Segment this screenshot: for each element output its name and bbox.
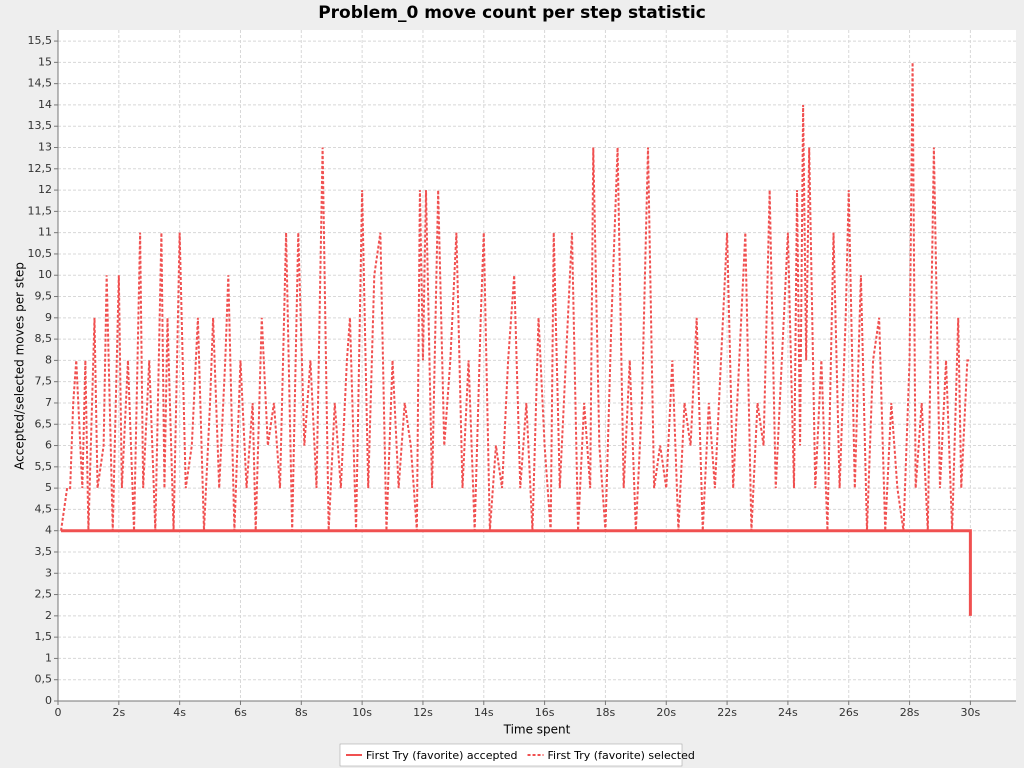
y-tick-label: 1 <box>45 651 52 664</box>
y-tick-label: 15 <box>38 55 52 68</box>
y-tick-label: 9,5 <box>35 290 53 303</box>
x-tick-label: 28s <box>900 706 920 719</box>
y-tick-label: 10 <box>38 268 52 281</box>
x-tick-label: 10s <box>352 706 372 719</box>
x-tick-label: 18s <box>596 706 616 719</box>
y-tick-label: 0,5 <box>35 673 53 686</box>
series-line <box>61 529 972 616</box>
x-tick-label: 24s <box>778 706 798 719</box>
y-tick-label: 13,5 <box>28 119 53 132</box>
y-tick-label: 12 <box>38 183 52 196</box>
x-tick-label: 0 <box>55 706 62 719</box>
x-tick-label: 2s <box>112 706 125 719</box>
x-tick-label: 20s <box>656 706 676 719</box>
marks <box>60 62 972 616</box>
x-tick-label: 6s <box>234 706 247 719</box>
y-tick-label: 3 <box>45 566 52 579</box>
x-tick-label: 8s <box>295 706 308 719</box>
x-tick-label: 30s <box>961 706 981 719</box>
series-line <box>60 62 971 531</box>
legend: First Try (favorite) accepted First Try (… <box>339 743 695 767</box>
y-tick-label: 7,5 <box>35 375 53 388</box>
legend-box <box>339 743 683 767</box>
y-tick-label: 5 <box>45 481 52 494</box>
y-tick-label: 10,5 <box>28 247 53 260</box>
y-tick-label: 4 <box>45 524 52 537</box>
y-tick-label: 7 <box>45 396 52 409</box>
y-tick-label: 0 <box>45 694 52 707</box>
legend-label: First Try (favorite) accepted <box>366 749 518 762</box>
y-tick-label: 14 <box>38 98 52 111</box>
legend-label: First Try (favorite) selected <box>548 749 695 762</box>
y-tick-label: 6,5 <box>35 417 53 430</box>
grid: 00,511,522,533,544,555,566,577,588,599,5… <box>28 30 1016 719</box>
y-tick-label: 13 <box>38 141 52 154</box>
y-tick-label: 4,5 <box>35 502 53 515</box>
x-tick-label: 22s <box>717 706 737 719</box>
y-tick-label: 11 <box>38 226 52 239</box>
y-tick-label: 1,5 <box>35 630 53 643</box>
y-axis-label: Accepted/selected moves per step <box>13 262 27 470</box>
y-tick-label: 9 <box>45 311 52 324</box>
y-tick-label: 11,5 <box>28 204 53 217</box>
y-tick-label: 8 <box>45 353 52 366</box>
y-tick-label: 12,5 <box>28 162 53 175</box>
y-tick-label: 2,5 <box>35 588 53 601</box>
x-tick-label: 14s <box>474 706 494 719</box>
y-tick-label: 8,5 <box>35 332 53 345</box>
x-tick-label: 16s <box>535 706 555 719</box>
x-axis-label: Time spent <box>503 723 571 737</box>
x-tick-label: 12s <box>413 706 433 719</box>
y-tick-label: 3,5 <box>35 545 53 558</box>
y-tick-label: 5,5 <box>35 460 53 473</box>
y-tick-label: 2 <box>45 609 52 622</box>
chart-title: Problem_0 move count per step statistic <box>318 3 706 23</box>
x-tick-label: 4s <box>173 706 186 719</box>
x-tick-label: 26s <box>839 706 859 719</box>
y-tick-label: 15,5 <box>28 34 53 47</box>
y-tick-label: 6 <box>45 439 52 452</box>
y-tick-label: 14,5 <box>28 77 53 90</box>
